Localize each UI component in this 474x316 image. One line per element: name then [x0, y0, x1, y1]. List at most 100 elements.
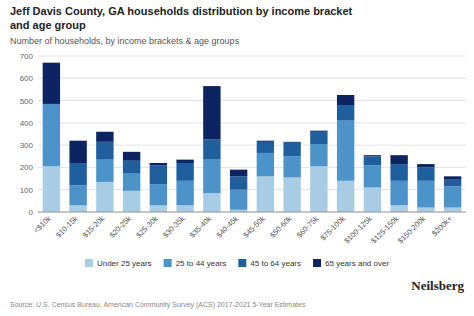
- title-line: and age group: [10, 19, 86, 31]
- bar-segment: [390, 181, 407, 206]
- bar-segment: [444, 180, 461, 187]
- bar-segment: [283, 141, 300, 142]
- bar-segment: [364, 156, 381, 165]
- bar-segment: [310, 132, 327, 144]
- x-tick-label: $50-60k: [268, 214, 294, 240]
- subtitle: Number of households, by income brackets…: [10, 36, 240, 46]
- bar-segment: [123, 173, 140, 191]
- bar-segment: [230, 176, 247, 189]
- bar-segment: [150, 184, 167, 205]
- x-tick-label: $15-20k: [81, 214, 107, 240]
- grid-line: [38, 56, 466, 57]
- bar-segment: [444, 186, 461, 207]
- x-tick-label: $35-40k: [188, 214, 214, 240]
- bar-segment: [337, 105, 354, 121]
- x-tick-label: $20-25k: [108, 214, 134, 240]
- bar-segment: [364, 187, 381, 212]
- x-tick-label: $150-200k: [396, 214, 428, 246]
- y-tick-label: 300: [20, 141, 34, 150]
- bar-segment: [203, 140, 220, 160]
- title: Jeff Davis County, GA households distrib…: [10, 5, 353, 31]
- bar-segment: [43, 166, 60, 212]
- bar-segment: [150, 163, 167, 165]
- bar-segment: [417, 181, 434, 208]
- x-tick-label: $45-50k: [241, 214, 267, 240]
- bar-segment: [176, 160, 193, 163]
- bar-segment: [69, 205, 86, 212]
- bar-segment: [283, 156, 300, 177]
- bar-segment: [337, 181, 354, 212]
- bar-segment: [123, 191, 140, 212]
- y-tick-label: 600: [20, 74, 34, 83]
- bar-segment: [444, 208, 461, 212]
- bar-segment: [390, 164, 407, 181]
- bar-segment: [257, 142, 274, 153]
- bar-segment: [150, 205, 167, 212]
- bar-segment: [257, 176, 274, 212]
- bar-segment: [283, 177, 300, 212]
- bar-segment: [337, 95, 354, 105]
- legend-label: 65 years and over: [325, 259, 389, 268]
- bar-segment: [96, 132, 113, 142]
- y-tick-label: 700: [20, 52, 34, 61]
- bar-segment: [43, 63, 60, 104]
- bar-segment: [364, 165, 381, 187]
- y-tick-label: 0: [29, 208, 34, 217]
- bar-segment: [43, 104, 60, 166]
- bar-segment: [150, 165, 167, 184]
- x-tick-label: $30-35k: [161, 214, 187, 240]
- bar-segment: [310, 131, 327, 132]
- bar-segment: [417, 164, 434, 167]
- bar-segment: [69, 163, 86, 185]
- bar-segment: [176, 205, 193, 212]
- bar-segment: [283, 142, 300, 156]
- bar-segment: [390, 155, 407, 164]
- bar-segment: [203, 160, 220, 193]
- legend-swatch: [85, 259, 93, 267]
- bar-segment: [123, 152, 140, 161]
- bar-segment: [203, 193, 220, 212]
- x-axis-line: [38, 212, 466, 213]
- title-line: Jeff Davis County, GA households distrib…: [10, 5, 353, 17]
- bar-segment: [230, 170, 247, 177]
- legend: Under 25 years25 to 44 years45 to 64 yea…: [85, 259, 389, 268]
- bar-segment: [96, 160, 113, 182]
- bar-segment: [417, 208, 434, 212]
- source: Source: U.S. Census Bureau, American Com…: [10, 301, 306, 309]
- y-tick-label: 200: [20, 163, 34, 172]
- x-tick-label: $100-125k: [342, 214, 374, 246]
- x-tick-label: $40-45k: [215, 214, 241, 240]
- bar-segment: [176, 181, 193, 206]
- branding: Neilsberg: [411, 278, 464, 293]
- grid-line: [38, 212, 466, 213]
- bar-segment: [337, 121, 354, 181]
- y-tick-label: 100: [20, 186, 34, 195]
- bar-segment: [390, 205, 407, 212]
- bars: [43, 63, 462, 212]
- x-tick-label: $200k+: [430, 214, 454, 238]
- grid-line: [38, 100, 466, 101]
- bar-segment: [417, 167, 434, 180]
- bar-segment: [310, 166, 327, 212]
- legend-swatch: [164, 259, 172, 267]
- x-tick-label: $125-150k: [369, 214, 401, 246]
- bar-segment: [203, 86, 220, 139]
- bar-segment: [176, 163, 193, 181]
- grid-line: [38, 78, 466, 79]
- legend-label: 25 to 44 years: [176, 259, 227, 268]
- x-tick-label: <$10k: [32, 214, 53, 235]
- chart: Jeff Davis County, GA households distrib…: [0, 0, 474, 316]
- bar-segment: [444, 176, 461, 179]
- legend-swatch: [313, 259, 321, 267]
- x-tick-label: $60-75k: [295, 214, 321, 240]
- bar-segment: [310, 144, 327, 166]
- grid-line: [38, 122, 466, 123]
- bar-segment: [257, 141, 274, 142]
- bar-segment: [96, 182, 113, 212]
- bar-segment: [96, 142, 113, 160]
- bar-segment: [364, 155, 381, 156]
- bar-segment: [230, 190, 247, 210]
- bar-segment: [123, 161, 140, 173]
- y-tick-label: 400: [20, 119, 34, 128]
- legend-swatch: [238, 259, 246, 267]
